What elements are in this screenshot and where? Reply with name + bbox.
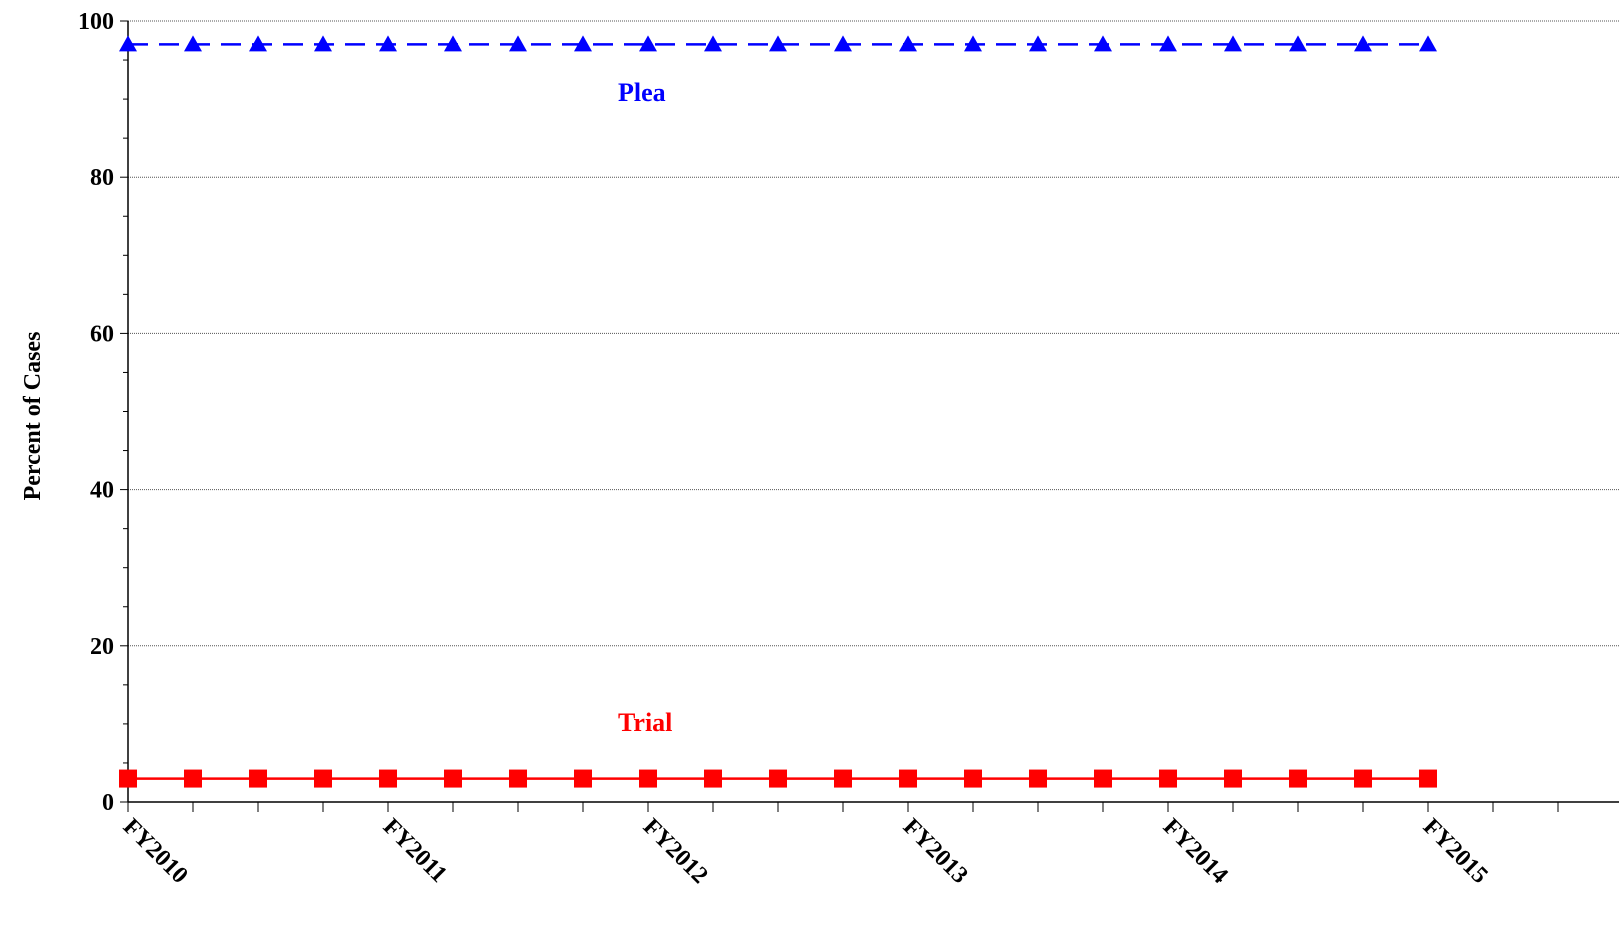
x-tick-label: FY2013 xyxy=(898,814,973,889)
marker-triangle xyxy=(1419,35,1437,52)
marker-triangle xyxy=(379,35,397,52)
marker-square xyxy=(1289,769,1307,788)
marker-triangle xyxy=(119,35,137,52)
x-tick-label: FY2014 xyxy=(1158,814,1233,889)
marker-square xyxy=(1029,769,1047,788)
marker-triangle xyxy=(1159,35,1177,52)
marker-square xyxy=(769,769,787,788)
marker-square xyxy=(1354,769,1372,788)
marker-triangle xyxy=(314,35,332,52)
marker-triangle xyxy=(899,35,917,52)
marker-square xyxy=(249,769,267,788)
gridlines xyxy=(128,20,1619,647)
marker-triangle xyxy=(964,35,982,52)
marker-square xyxy=(314,769,332,788)
axes xyxy=(120,20,1619,812)
marker-square xyxy=(379,769,397,788)
marker-square xyxy=(574,769,592,788)
marker-triangle xyxy=(444,35,462,52)
x-tick-label: FY2015 xyxy=(1418,814,1493,889)
y-tick-label: 60 xyxy=(90,321,114,347)
marker-triangle xyxy=(1029,35,1047,52)
y-tick-label: 20 xyxy=(90,634,114,660)
marker-triangle xyxy=(769,35,787,52)
marker-square xyxy=(1224,769,1242,788)
series xyxy=(119,35,1437,788)
series-label-plea: Plea xyxy=(618,78,666,107)
marker-square xyxy=(509,769,527,788)
marker-square xyxy=(1419,769,1437,788)
marker-triangle xyxy=(834,35,852,52)
y-tick-label: 80 xyxy=(90,165,114,191)
marker-square xyxy=(444,769,462,788)
marker-triangle xyxy=(509,35,527,52)
marker-square xyxy=(834,769,852,788)
marker-triangle xyxy=(574,35,592,52)
marker-triangle xyxy=(1354,35,1372,52)
y-axis-title: Percent of Cases xyxy=(20,332,46,501)
marker-triangle xyxy=(1224,35,1242,52)
marker-square xyxy=(704,769,722,788)
y-tick-label: 100 xyxy=(78,9,114,35)
marker-square xyxy=(1159,769,1177,788)
x-tick-label: FY2012 xyxy=(638,814,713,889)
marker-triangle xyxy=(184,35,202,52)
marker-square xyxy=(639,769,657,788)
marker-triangle xyxy=(704,35,722,52)
marker-triangle xyxy=(1094,35,1112,52)
x-tick-label: FY2010 xyxy=(118,814,193,889)
marker-triangle xyxy=(639,35,657,52)
marker-square xyxy=(1094,769,1112,788)
x-tick-label: FY2011 xyxy=(378,814,452,888)
series-label-trial: Trial xyxy=(618,708,672,737)
marker-square xyxy=(964,769,982,788)
y-tick-label: 40 xyxy=(90,478,114,504)
marker-square xyxy=(899,769,917,788)
marker-triangle xyxy=(249,35,267,52)
marker-triangle xyxy=(1289,35,1307,52)
y-tick-label: 0 xyxy=(102,790,114,816)
marker-square xyxy=(119,769,137,788)
marker-square xyxy=(184,769,202,788)
labels: 0 20 40 60 80 100 FY2010 FY2011 FY2012 FY2013 FY20… xyxy=(78,9,1493,889)
